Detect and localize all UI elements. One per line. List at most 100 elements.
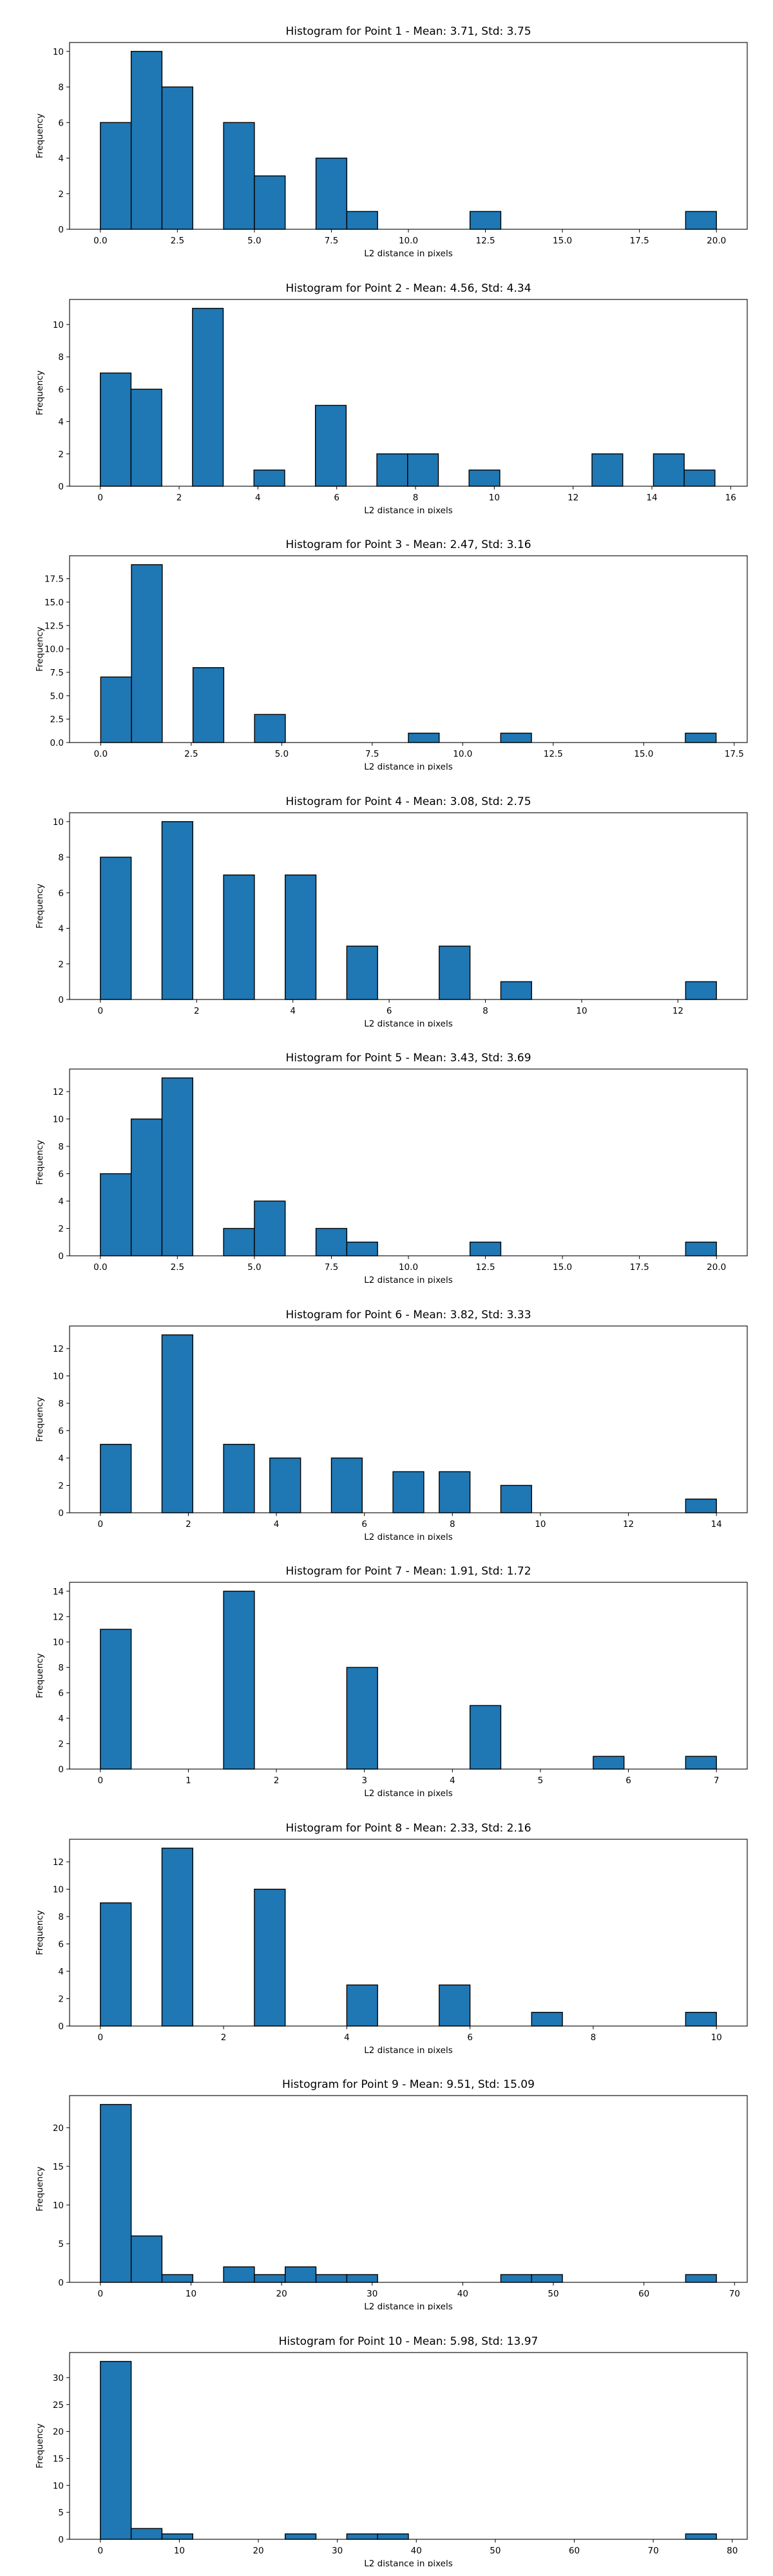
y-tick-label: 4 [58, 154, 64, 164]
histogram-bar [100, 1173, 132, 1256]
y-tick-label: 25 [53, 2400, 64, 2410]
x-tick-label: 0 [98, 1519, 104, 1530]
histogram-bar [346, 1242, 378, 1256]
y-tick-label: 5 [58, 2239, 64, 2249]
histogram-bar [100, 1902, 132, 2027]
chart-title: Histogram for Point 1 - Mean: 3.71, Std:… [285, 25, 531, 38]
histogram-bar [161, 1334, 193, 1513]
histogram-bar [683, 469, 716, 487]
histogram-bar [100, 856, 132, 1000]
histogram-bar [161, 2533, 193, 2540]
y-tick-label: 4 [58, 1967, 64, 1977]
y-tick-label: 0 [58, 2535, 64, 2545]
x-tick-label: 4 [290, 1006, 296, 1016]
y-tick-label: 15.0 [44, 598, 64, 608]
x-tick-label: 0.0 [94, 749, 108, 759]
y-tick-label: 0 [58, 2022, 64, 2032]
y-tick-label: 2 [58, 1994, 64, 2004]
y-tick-label: 8 [58, 82, 64, 93]
x-tick-label: 50 [490, 2546, 501, 2556]
y-tick-label: 8 [58, 1912, 64, 1922]
histogram-bar [469, 1705, 502, 1770]
x-tick-label: 12 [623, 1519, 634, 1530]
y-tick-label: 10 [53, 1884, 64, 1895]
x-tick-label: 0 [97, 493, 103, 503]
histogram-bar [531, 2011, 563, 2027]
x-tick-label: 6 [361, 1519, 367, 1530]
histogram-bar [223, 1443, 255, 1513]
x-tick-label: 12 [673, 1006, 683, 1016]
y-tick-label: 14 [53, 1587, 64, 1597]
histogram-bar [223, 1227, 255, 1256]
histogram-bar [685, 732, 717, 743]
x-tick-label: 4 [450, 1776, 455, 1786]
x-tick-label: 17.5 [630, 1262, 649, 1273]
histogram-bar [315, 1227, 348, 1256]
histogram-bar [685, 981, 717, 1000]
histogram-bar [439, 1471, 471, 1513]
x-tick-label: 2 [221, 2032, 227, 2043]
y-axis-label: Frequency [35, 1140, 45, 1185]
x-tick-label: 2.5 [171, 236, 184, 246]
histogram-bar [192, 307, 224, 487]
x-tick-label: 2 [186, 1519, 191, 1530]
x-tick-label: 5.0 [247, 236, 261, 246]
histogram-bar [161, 820, 193, 1000]
histogram-bar [223, 874, 255, 1000]
histogram-chart-4: Histogram for Point 4 - Mean: 3.08, Std:… [35, 795, 748, 1027]
x-tick-label: 0 [98, 2032, 104, 2043]
x-tick-label: 14 [646, 493, 657, 503]
y-tick-label: 0 [58, 1765, 64, 1775]
axes-frame [69, 555, 748, 743]
chart-title: Histogram for Point 10 - Mean: 5.98, Std… [279, 2335, 539, 2348]
histogram-bar [254, 1200, 286, 1256]
x-tick-label: 50 [548, 2289, 558, 2299]
histogram-bar [439, 945, 471, 1000]
y-tick-label: 4 [58, 923, 64, 934]
chart-title: Histogram for Point 2 - Mean: 4.56, Std:… [285, 282, 531, 295]
histogram-bar [685, 211, 717, 230]
histogram-bar [130, 2235, 163, 2283]
histogram-bar [161, 2274, 193, 2283]
y-axis-label: Frequency [35, 1910, 45, 1955]
axes-frame [69, 811, 748, 1000]
histogram-chart-1: Histogram for Point 1 - Mean: 3.71, Std:… [35, 25, 748, 257]
histogram-bar [100, 676, 132, 743]
histogram-bar [315, 2274, 348, 2283]
x-tick-label: 10.0 [399, 236, 418, 246]
y-axis-label: Frequency [35, 2423, 45, 2468]
x-tick-label: 6 [625, 1776, 631, 1786]
y-tick-label: 10 [53, 1638, 64, 1648]
x-tick-label: 2.5 [171, 1262, 184, 1273]
y-tick-label: 15 [53, 2454, 64, 2464]
y-tick-label: 6 [58, 118, 64, 128]
y-tick-label: 10 [53, 319, 64, 330]
y-tick-label: 2 [58, 1224, 64, 1235]
chart-title: Histogram for Point 4 - Mean: 3.08, Std:… [285, 795, 531, 808]
y-tick-label: 6 [58, 888, 64, 898]
y-tick-label: 4 [58, 1454, 64, 1464]
histogram-bar [100, 2104, 132, 2283]
x-tick-label: 12.5 [476, 1262, 495, 1273]
x-axis-label: L2 distance in pixels [364, 1275, 452, 1283]
y-tick-label: 0 [58, 482, 64, 492]
x-tick-label: 15.0 [553, 236, 572, 246]
histogram-bar [285, 874, 317, 1000]
histogram-bar [685, 2274, 717, 2283]
x-tick-label: 10 [711, 2032, 722, 2043]
histogram-chart-9: Histogram for Point 9 - Mean: 9.51, Std:… [35, 2078, 748, 2310]
histogram-bar [314, 404, 347, 487]
histogram-bar [100, 1443, 132, 1513]
y-tick-label: 10 [53, 1115, 64, 1125]
y-tick-label: 6 [58, 1426, 64, 1436]
histogram-bar [500, 1484, 532, 1513]
histogram-bar [685, 1242, 717, 1256]
chart-title: Histogram for Point 6 - Mean: 3.82, Std:… [285, 1309, 531, 1321]
x-tick-label: 40 [457, 2289, 468, 2299]
x-tick-label: 1 [186, 1776, 191, 1786]
histogram-bar [408, 732, 440, 743]
histogram-bar [469, 211, 502, 230]
y-axis-label: Frequency [35, 1397, 45, 1442]
histogram-bar [685, 2533, 717, 2540]
x-axis-label: L2 distance in pixels [364, 506, 452, 514]
